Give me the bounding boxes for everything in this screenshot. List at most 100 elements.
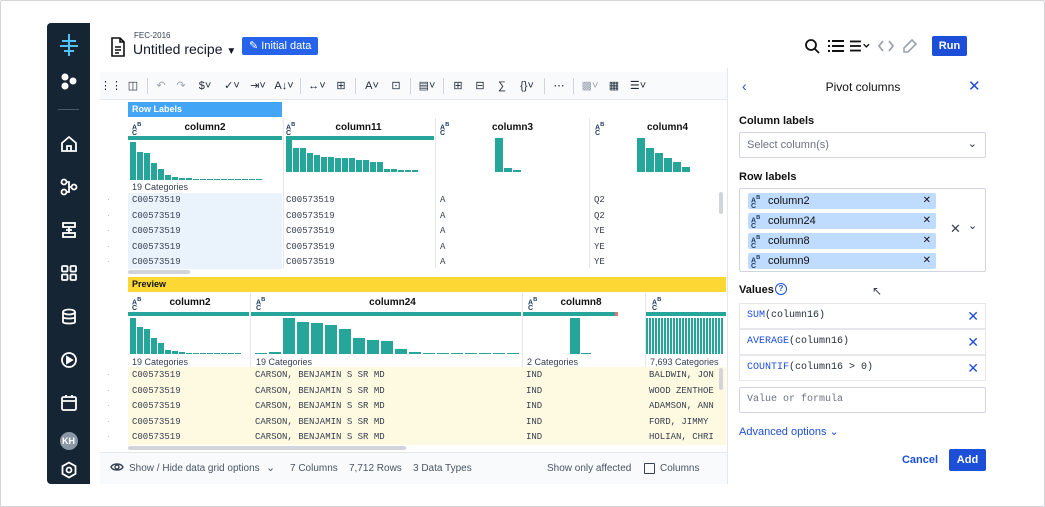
histogram-bar[interactable] <box>186 178 192 180</box>
histogram-bar[interactable] <box>391 168 397 172</box>
histogram-bar[interactable] <box>193 178 199 180</box>
histogram-bar[interactable] <box>658 318 660 354</box>
histogram-bar[interactable] <box>172 176 178 180</box>
flow-icon[interactable] <box>47 173 90 201</box>
column-labels-select[interactable]: Select column(s) ⌄ <box>739 132 986 158</box>
list-icon[interactable] <box>826 37 846 55</box>
histogram-bar[interactable] <box>325 325 337 354</box>
histogram-bar[interactable] <box>193 352 199 354</box>
histogram-bar[interactable] <box>165 349 171 354</box>
unpivot-icon[interactable]: ⊟ <box>475 80 485 92</box>
histogram-bar[interactable] <box>207 353 213 354</box>
histogram-bar[interactable] <box>721 318 723 354</box>
histogram-bar[interactable] <box>706 318 708 354</box>
cancel-button[interactable]: Cancel <box>901 454 939 466</box>
clear-all-icon[interactable]: ✕ <box>950 221 961 236</box>
table-cell[interactable]: WOOD ZENTHOE <box>649 385 714 396</box>
table-cell[interactable]: A <box>440 257 446 267</box>
histogram-bar[interactable] <box>377 161 383 172</box>
histogram-bar[interactable] <box>646 318 648 354</box>
histogram-bar[interactable] <box>221 353 227 354</box>
histogram-bar[interactable] <box>363 160 369 172</box>
column-histogram[interactable] <box>255 318 519 354</box>
table-cell[interactable]: C00573519 <box>132 210 181 221</box>
vertical-scrollbar[interactable] <box>719 368 723 390</box>
table-cell[interactable]: YE <box>594 257 605 267</box>
table-cell[interactable]: Q2 <box>594 195 605 205</box>
histogram-bar[interactable] <box>221 179 227 180</box>
remove-chip-icon[interactable]: ✕ <box>922 255 931 266</box>
filter-rows-icon[interactable]: ▤˅ <box>418 80 436 92</box>
histogram-bar[interactable] <box>667 318 669 354</box>
table-cell[interactable]: IND <box>526 370 543 380</box>
table-cell[interactable]: A <box>440 195 446 205</box>
histogram-bar[interactable] <box>200 352 206 354</box>
histogram-bar[interactable] <box>356 160 362 172</box>
table-cell[interactable]: IND <box>526 432 543 442</box>
recipe-icon[interactable] <box>47 216 90 244</box>
columns-checkbox[interactable] <box>644 463 655 474</box>
value-formula-input[interactable]: Value or formula <box>739 387 986 413</box>
remove-value-icon[interactable]: ✕ <box>967 360 979 376</box>
vertical-scrollbar[interactable] <box>719 192 723 214</box>
run-button[interactable]: Run <box>932 36 967 56</box>
table-cell[interactable]: C00573519 <box>132 257 181 267</box>
trifacta-logo-icon[interactable] <box>47 31 90 59</box>
sort-icon[interactable]: A↓˅ <box>274 79 294 92</box>
merge-icon[interactable]: ⊞ <box>336 80 346 92</box>
histogram-bar[interactable] <box>179 352 185 354</box>
histogram-bar[interactable] <box>513 170 521 172</box>
histogram-bar[interactable] <box>370 161 376 172</box>
histogram-bar[interactable] <box>214 179 220 180</box>
histogram-bar[interactable] <box>423 352 435 354</box>
histogram-bar[interactable] <box>655 318 657 354</box>
histogram-bar[interactable] <box>235 179 241 180</box>
histogram-bar[interactable] <box>235 353 241 354</box>
table-cell[interactable]: CARSON, BENJAMIN S SR MD <box>255 401 385 411</box>
histogram-bar[interactable] <box>437 352 449 354</box>
histogram-bar[interactable] <box>242 179 248 180</box>
code-icon[interactable] <box>876 37 896 55</box>
histogram-bar[interactable] <box>504 167 512 172</box>
help-icon[interactable]: ? <box>775 283 787 295</box>
chevron-down-icon[interactable]: ⌄ <box>968 220 978 232</box>
histogram-bar[interactable] <box>339 328 351 354</box>
restructure-icon[interactable]: ⇥˅ <box>250 80 266 92</box>
table-cell[interactable]: C00573519 <box>132 241 181 252</box>
histogram-bar[interactable] <box>479 352 491 354</box>
table-cell[interactable]: CARSON, BENJAMIN S SR MD <box>255 416 385 427</box>
column-histogram[interactable] <box>637 138 697 172</box>
table-cell[interactable]: C00573519 <box>132 226 181 236</box>
split-icon[interactable]: ↔˅ <box>308 79 326 92</box>
table-cell[interactable]: A <box>440 226 446 236</box>
aggregate-icon[interactable]: ∑ <box>498 79 506 92</box>
histogram-bar[interactable] <box>151 337 157 354</box>
histogram-bar[interactable] <box>321 156 327 172</box>
table-cell[interactable]: A <box>440 241 446 252</box>
redo-icon[interactable]: ↷ <box>176 80 186 92</box>
column-histogram[interactable] <box>130 142 280 180</box>
histogram-bar[interactable] <box>412 170 418 172</box>
table-cell[interactable]: C00573519 <box>132 385 181 396</box>
nest-icon[interactable]: {}˅ <box>520 79 534 92</box>
undo-icon[interactable]: ↶ <box>156 80 166 92</box>
close-icon[interactable]: ✕ <box>968 78 981 95</box>
histogram-bar[interactable] <box>381 341 393 354</box>
selection-icon[interactable]: ▩˅ <box>581 80 599 92</box>
histogram-bar[interactable] <box>493 352 505 354</box>
settings-icon[interactable] <box>47 456 90 484</box>
histogram-bar[interactable] <box>395 348 407 354</box>
histogram-bar[interactable] <box>137 327 143 354</box>
validate-icon[interactable]: ✓˅ <box>224 80 240 92</box>
histogram-bar[interactable] <box>286 138 292 172</box>
histogram-bar[interactable] <box>646 148 654 172</box>
histogram-bar[interactable] <box>570 318 580 354</box>
histogram-bar[interactable] <box>137 151 143 180</box>
histogram-bar[interactable] <box>664 318 666 354</box>
histogram-bar[interactable] <box>718 318 720 354</box>
histogram-bar[interactable] <box>293 148 299 172</box>
column-header[interactable]: column11 <box>335 122 382 133</box>
histogram-bar[interactable] <box>676 318 678 354</box>
